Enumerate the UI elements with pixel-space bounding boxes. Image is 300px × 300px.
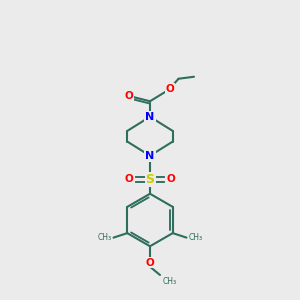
Text: N: N [146,151,154,161]
Text: O: O [166,84,174,94]
Text: S: S [146,173,154,186]
Text: O: O [146,257,154,268]
Text: N: N [146,112,154,122]
Text: CH₃: CH₃ [188,233,203,242]
Text: CH₃: CH₃ [98,233,112,242]
Text: CH₃: CH₃ [163,277,177,286]
Text: O: O [124,91,134,101]
Text: O: O [167,175,175,184]
Text: O: O [125,175,134,184]
